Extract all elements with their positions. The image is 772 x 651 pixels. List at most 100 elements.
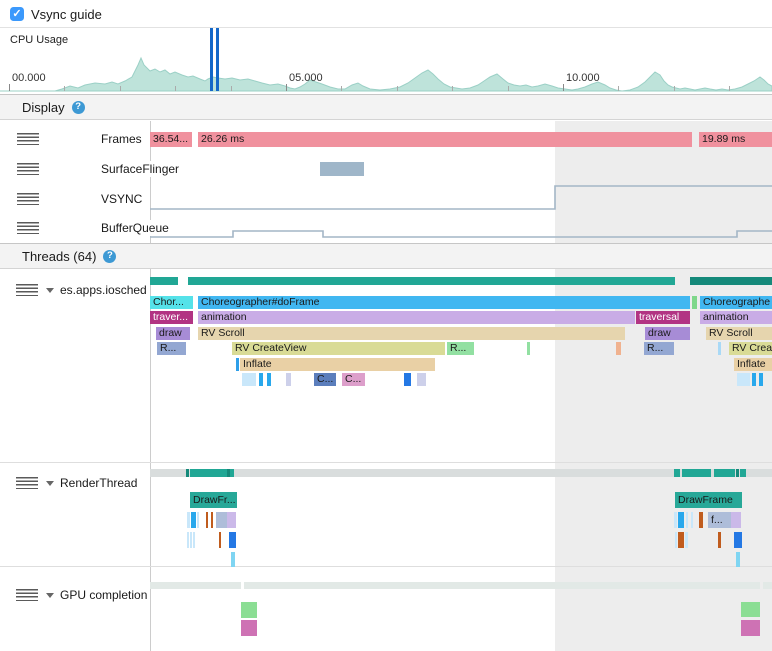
trace-event[interactable] xyxy=(242,373,256,386)
threads-section-header[interactable]: Threads (64) ? xyxy=(0,243,772,269)
trace-event[interactable] xyxy=(759,373,763,386)
trace-event-c[interactable]: C... xyxy=(342,373,365,386)
trace-event[interactable] xyxy=(678,532,684,548)
trace-event-choreographer-doframe[interactable]: Choreographer#doFrame xyxy=(198,296,690,309)
trace-event[interactable] xyxy=(230,469,234,477)
trace-event-36-54[interactable]: 36.54... xyxy=(150,132,192,147)
drag-handle-icon[interactable] xyxy=(17,193,39,205)
trace-event-animation[interactable]: animation xyxy=(198,311,635,324)
trace-event[interactable] xyxy=(241,602,257,618)
trace-event-f[interactable]: f... xyxy=(708,512,731,528)
trace-event-animation[interactable]: animation xyxy=(700,311,772,324)
trace-event-rv-scroll[interactable]: RV Scroll xyxy=(706,327,772,340)
trace-event[interactable] xyxy=(752,373,756,386)
collapse-arrow-icon[interactable] xyxy=(46,592,54,598)
trace-event[interactable] xyxy=(219,532,221,548)
trace-event[interactable] xyxy=(736,552,740,567)
trace-event[interactable] xyxy=(678,512,684,528)
drag-handle-icon[interactable] xyxy=(16,477,38,489)
trace-event[interactable] xyxy=(417,373,426,386)
trace-event[interactable] xyxy=(741,620,760,636)
collapse-arrow-icon[interactable] xyxy=(46,480,54,486)
trace-event[interactable] xyxy=(229,532,236,548)
trace-event[interactable] xyxy=(740,469,746,477)
trace-event[interactable] xyxy=(188,277,675,285)
trace-event[interactable] xyxy=(737,373,750,386)
trace-event-draw[interactable]: draw xyxy=(645,327,690,340)
trace-event[interactable] xyxy=(691,512,693,528)
trace-event[interactable] xyxy=(686,512,688,528)
trace-event[interactable] xyxy=(191,512,196,528)
trace-event-rv-crea[interactable]: RV Crea xyxy=(729,342,772,355)
trace-event-chor[interactable]: Chor... xyxy=(150,296,193,309)
trace-event-rv-createview[interactable]: RV CreateView xyxy=(232,342,445,355)
trace-event-r[interactable]: R... xyxy=(644,342,674,355)
trace-event[interactable] xyxy=(187,512,190,528)
drag-handle-icon[interactable] xyxy=(16,589,38,601)
trace-event[interactable] xyxy=(259,373,263,386)
trace-event[interactable] xyxy=(404,373,411,386)
collapse-arrow-icon[interactable] xyxy=(46,287,54,293)
trace-event[interactable] xyxy=(231,552,235,567)
trace-event-rv-scroll[interactable]: RV Scroll xyxy=(198,327,625,340)
trace-event-traversal[interactable]: traversal xyxy=(636,311,690,324)
trace-event[interactable] xyxy=(244,582,760,589)
trace-event-drawframe[interactable]: DrawFrame xyxy=(675,492,742,508)
drag-handle-icon[interactable] xyxy=(17,163,39,175)
trace-event[interactable] xyxy=(741,602,760,617)
trace-event-traver[interactable]: traver... xyxy=(150,311,193,324)
trace-event-26-26-ms[interactable]: 26.26 ms xyxy=(198,132,692,147)
trace-event[interactable] xyxy=(241,620,257,636)
trace-event[interactable] xyxy=(527,342,530,355)
trace-event[interactable] xyxy=(736,469,739,477)
trace-event[interactable] xyxy=(690,277,772,285)
trace-event[interactable] xyxy=(714,469,735,477)
trace-event[interactable] xyxy=(150,582,241,589)
trace-event[interactable] xyxy=(718,342,721,355)
trace-event[interactable] xyxy=(190,532,192,548)
trace-event[interactable] xyxy=(236,358,239,371)
trace-event[interactable] xyxy=(267,373,271,386)
trace-event-c[interactable]: C... xyxy=(314,373,336,386)
drag-handle-icon[interactable] xyxy=(17,133,39,145)
trace-event[interactable] xyxy=(320,162,364,176)
trace-event-r[interactable]: R... xyxy=(157,342,186,355)
vsync-guide-checkbox[interactable]: ✓ xyxy=(10,7,24,21)
trace-event-inflate[interactable]: Inflate xyxy=(734,358,772,371)
trace-event[interactable] xyxy=(692,296,697,309)
trace-event[interactable] xyxy=(674,512,677,528)
trace-event-inflate[interactable]: Inflate xyxy=(240,358,435,371)
trace-event[interactable] xyxy=(227,512,236,528)
trace-event[interactable] xyxy=(286,373,291,386)
trace-event[interactable] xyxy=(227,469,230,477)
trace-event[interactable] xyxy=(197,512,199,528)
trace-event[interactable] xyxy=(763,582,772,589)
trace-event-drawfr[interactable]: DrawFr... xyxy=(190,492,237,508)
trace-event-19-89-ms[interactable]: 19.89 ms xyxy=(699,132,772,147)
trace-event[interactable] xyxy=(193,532,195,548)
trace-event[interactable] xyxy=(675,532,677,548)
trace-event[interactable] xyxy=(699,512,703,528)
trace-event[interactable] xyxy=(206,512,208,528)
trace-event[interactable] xyxy=(187,532,189,548)
trace-event[interactable] xyxy=(186,469,189,477)
trace-event[interactable] xyxy=(190,469,227,477)
trace-event[interactable] xyxy=(731,512,741,528)
trace-event-draw[interactable]: draw xyxy=(156,327,190,340)
threads-help-icon[interactable]: ? xyxy=(103,249,117,263)
trace-event[interactable] xyxy=(682,469,711,477)
trace-event[interactable] xyxy=(685,532,688,548)
trace-event[interactable] xyxy=(734,532,742,548)
trace-event-r[interactable]: R... xyxy=(447,342,474,355)
trace-event[interactable] xyxy=(216,512,227,528)
trace-event[interactable] xyxy=(718,532,721,548)
display-help-icon[interactable]: ? xyxy=(71,100,85,114)
drag-handle-icon[interactable] xyxy=(17,222,39,234)
display-section-header[interactable]: Display ? xyxy=(0,94,772,120)
trace-event[interactable] xyxy=(616,342,621,355)
trace-event-choreographe[interactable]: Choreographe xyxy=(700,296,772,309)
trace-event[interactable] xyxy=(150,469,772,477)
trace-event[interactable] xyxy=(674,469,680,477)
trace-event[interactable] xyxy=(150,277,178,285)
drag-handle-icon[interactable] xyxy=(16,284,38,296)
